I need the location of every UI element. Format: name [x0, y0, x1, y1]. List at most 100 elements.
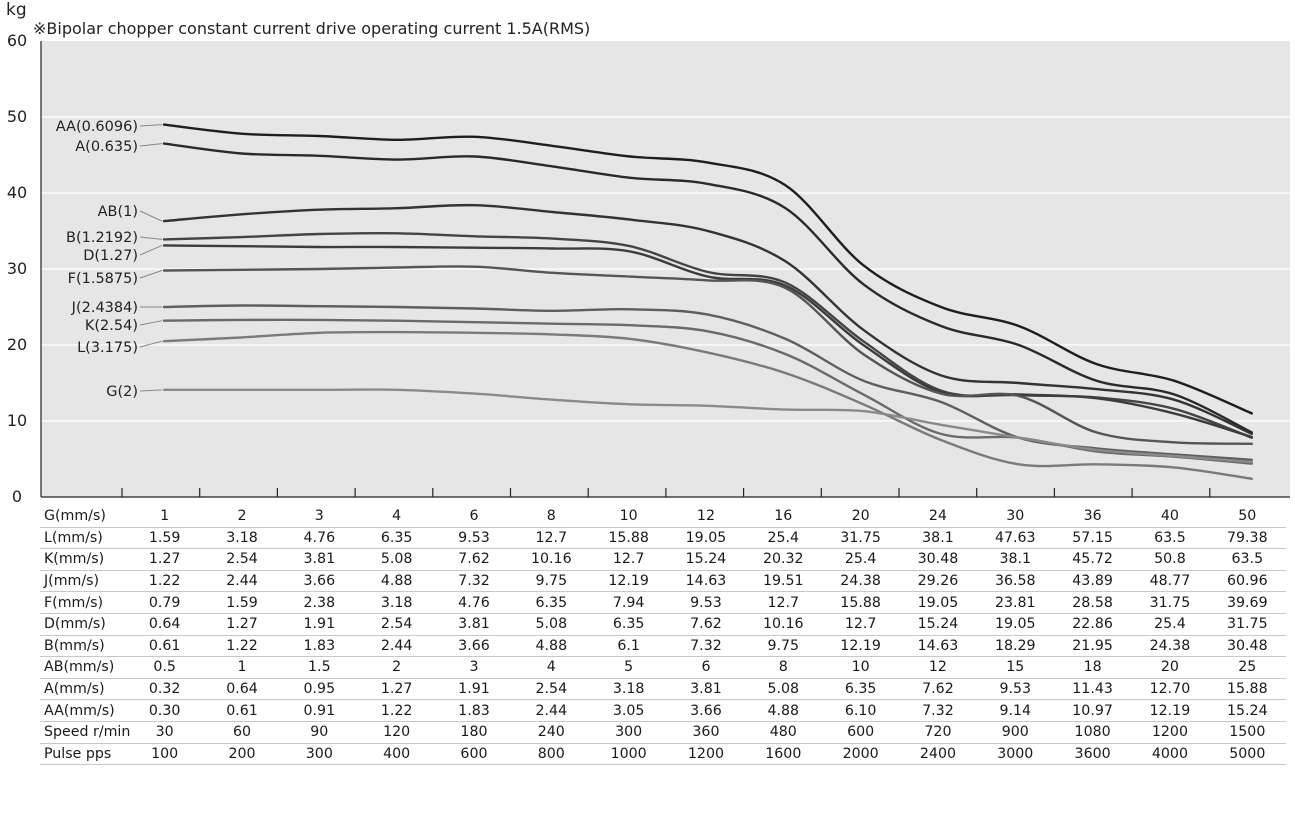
table-cell: 6.35 [512, 591, 590, 614]
y-tick-label: 30 [7, 259, 27, 278]
series-leader-line [139, 124, 163, 127]
table-cell: 4 [357, 506, 436, 528]
table-cell: 9.53 [976, 678, 1054, 701]
table-cell: 2.54 [203, 548, 281, 571]
series-leader-line [139, 389, 163, 392]
series-label: AA(0.6096) [56, 119, 138, 135]
table-cell: 30.48 [899, 548, 977, 571]
table-cell: 2.44 [512, 699, 590, 722]
table-cell: 4000 [1131, 743, 1209, 766]
series-label: J(2.4384) [71, 300, 138, 316]
series-label: A(0.635) [75, 139, 138, 155]
table-cell: 7.94 [589, 591, 668, 614]
table-cell: 19.05 [976, 613, 1054, 636]
table-cell: 4 [512, 656, 590, 679]
table-cell: 21.95 [1053, 635, 1132, 658]
series-line [162, 330, 1253, 480]
row-label: A(mm/s) [40, 678, 126, 701]
table-cell: 79.38 [1208, 527, 1286, 550]
row-label: J(mm/s) [40, 570, 126, 593]
table-cell: 7.32 [899, 699, 977, 722]
series-line [162, 203, 1253, 436]
table-cell: 10.16 [744, 613, 822, 636]
table-cell: 1.27 [126, 548, 204, 571]
table-cell: 38.1 [976, 548, 1054, 571]
series-label: G(2) [106, 384, 138, 400]
series-leader-line [139, 210, 163, 222]
table-cell: 6.35 [357, 527, 436, 550]
table-cell: 3.18 [357, 591, 436, 614]
series-line [162, 123, 1253, 415]
table-cell: 400 [357, 743, 436, 766]
table-cell: 10 [589, 506, 668, 528]
table-cell: 14.63 [667, 570, 745, 593]
table-cell: 0.61 [126, 635, 204, 658]
row-label: AA(mm/s) [40, 699, 126, 722]
table-cell: 2 [203, 506, 281, 528]
table-cell: 30 [126, 721, 204, 744]
table-cell: 2000 [821, 743, 900, 766]
table-cell: 12.19 [589, 570, 668, 593]
table-cell: 15.88 [821, 591, 900, 614]
table-cell: 90 [280, 721, 358, 744]
table-cell: 3.18 [589, 678, 668, 701]
table-cell: 1.91 [435, 678, 513, 701]
table-cell: 360 [667, 721, 745, 744]
table-cell: 20 [1131, 656, 1209, 679]
row-label: D(mm/s) [40, 613, 126, 636]
table-cell: 15.88 [1208, 678, 1286, 701]
table-cell: 300 [280, 743, 358, 766]
table-cell: 15 [976, 656, 1054, 679]
table-cell: 15.24 [1208, 699, 1286, 722]
table-cell: 15.24 [667, 548, 745, 571]
row-label: Pulse pps [40, 743, 126, 766]
series-leader-line [139, 270, 163, 279]
table-cell: 600 [435, 743, 513, 766]
table-cell: 12 [667, 506, 745, 528]
table-cell: 30 [976, 506, 1054, 528]
chart-subtitle: ※Bipolar chopper constant current drive … [33, 19, 591, 38]
table-cell: 3.66 [667, 699, 745, 722]
table-cell: 3.66 [280, 570, 358, 593]
thrust-speed-chart: 0 10 20 30 40 50 60 AA(0.6096) A(0.635) AB(1) B(1.… [7, 31, 1290, 506]
table-cell: 120 [357, 721, 436, 744]
table-cell: 4.76 [280, 527, 358, 550]
row-label: F(mm/s) [40, 591, 126, 614]
row-label: L(mm/s) [40, 527, 126, 550]
table-cell: 6.10 [821, 699, 900, 722]
table-cell: 3.81 [435, 613, 513, 636]
table-row: D(mm/s) 0.64 1.27 1.91 2.54 3.81 5.08 6.35 7.62 1… [40, 613, 1286, 636]
table-cell: 9.14 [976, 699, 1054, 722]
series-leader-line [139, 320, 163, 326]
table-cell: 6.35 [821, 678, 900, 701]
y-axis-unit-label: kg [6, 0, 27, 20]
table-row: Pulse pps 100 200 300 400 600 800 1000 1200 1600 2… [40, 743, 1286, 766]
table-cell: 0.64 [126, 613, 204, 636]
table-cell: 48.77 [1131, 570, 1209, 593]
table-cell: 24.38 [1131, 635, 1209, 658]
table-cell: 60.96 [1208, 570, 1286, 593]
table-cell: 19.51 [744, 570, 822, 593]
table-cell: 63.5 [1208, 548, 1286, 571]
table-row: B(mm/s) 0.61 1.22 1.83 2.44 3.66 4.88 6.1 7.32 9.… [40, 635, 1286, 658]
table-row: K(mm/s) 1.27 2.54 3.81 5.08 7.62 10.16 12.7 15.2… [40, 548, 1286, 571]
table-cell: 23.81 [976, 591, 1054, 614]
table-cell: 4.88 [357, 570, 436, 593]
table-cell: 12.7 [512, 527, 590, 550]
table-cell: 12 [899, 656, 977, 679]
table-cell: 60 [203, 721, 281, 744]
table-cell: 63.5 [1131, 527, 1209, 550]
table-cell: 3 [435, 656, 513, 679]
table-cell: 39.69 [1208, 591, 1286, 614]
table-cell: 6.35 [589, 613, 668, 636]
table-cell: 180 [435, 721, 513, 744]
series-label: L(3.175) [77, 340, 138, 356]
table-cell: 1000 [589, 743, 668, 766]
row-label: G(mm/s) [40, 506, 126, 528]
table-row: F(mm/s) 0.79 1.59 2.38 3.18 4.76 6.35 7.94 9.53 1… [40, 591, 1286, 614]
table-cell: 7.62 [899, 678, 977, 701]
series-line [162, 388, 1253, 464]
table-cell: 800 [512, 743, 590, 766]
table-cell: 5.08 [512, 613, 590, 636]
series-line [162, 265, 1253, 445]
